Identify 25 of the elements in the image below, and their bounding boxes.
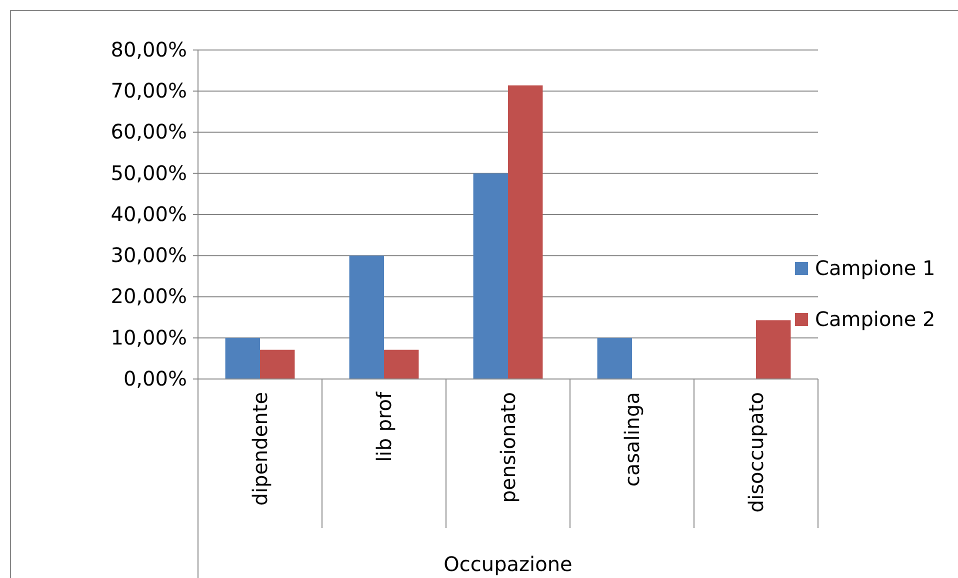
legend-label: Campione 1 [815,256,936,280]
y-tick-label: 30,00% [110,243,187,268]
y-tick-label: 60,00% [110,120,187,144]
y-tick-label: 40,00% [110,202,187,226]
bar [384,350,419,379]
x-tick-label: disoccupato [744,392,768,513]
y-tick-label: 70,00% [110,78,187,103]
x-tick-label: pensionato [496,392,520,503]
y-tick-label: 80,00% [110,37,187,62]
x-axis-title: Occupazione [444,552,572,576]
bar [225,338,260,379]
x-tick-label: casalinga [620,392,644,487]
y-tick-label: 0,00% [123,366,187,390]
bar [508,85,543,379]
x-tick-label: dipendente [248,392,272,506]
bar [260,350,295,379]
y-tick-label: 20,00% [110,284,187,308]
bar [756,320,791,379]
x-tick-label: lib prof [372,391,396,462]
bar [473,173,508,379]
bar [597,338,632,379]
legend-label: Campione 2 [815,307,936,331]
y-tick-label: 10,00% [110,325,187,350]
y-tick-label: 50,00% [110,160,187,185]
bar [349,256,384,379]
